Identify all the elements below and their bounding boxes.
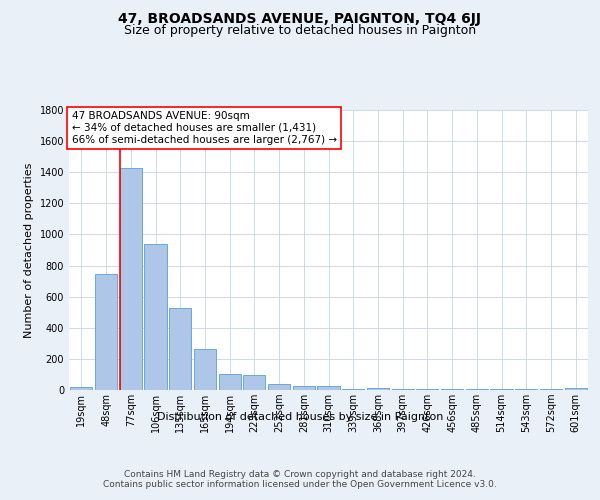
Bar — [169, 308, 191, 390]
Bar — [342, 389, 364, 390]
Text: 47, BROADSANDS AVENUE, PAIGNTON, TQ4 6JJ: 47, BROADSANDS AVENUE, PAIGNTON, TQ4 6JJ — [119, 12, 482, 26]
Bar — [119, 168, 142, 390]
Bar — [194, 349, 216, 390]
Bar — [515, 389, 538, 390]
Bar — [95, 274, 117, 390]
Bar — [466, 389, 488, 390]
Bar — [565, 388, 587, 390]
Bar — [367, 388, 389, 390]
Bar — [416, 389, 439, 390]
Bar — [540, 389, 562, 390]
Bar — [490, 389, 512, 390]
Text: Distribution of detached houses by size in Paignton: Distribution of detached houses by size … — [157, 412, 443, 422]
Text: 47 BROADSANDS AVENUE: 90sqm
← 34% of detached houses are smaller (1,431)
66% of : 47 BROADSANDS AVENUE: 90sqm ← 34% of det… — [71, 112, 337, 144]
Bar — [243, 375, 265, 390]
Bar — [268, 384, 290, 390]
Bar — [293, 386, 315, 390]
Y-axis label: Number of detached properties: Number of detached properties — [24, 162, 34, 338]
Bar — [392, 389, 414, 390]
Bar — [70, 386, 92, 390]
Bar — [145, 244, 167, 390]
Bar — [218, 374, 241, 390]
Text: Contains HM Land Registry data © Crown copyright and database right 2024.
Contai: Contains HM Land Registry data © Crown c… — [103, 470, 497, 490]
Bar — [317, 386, 340, 390]
Bar — [441, 389, 463, 390]
Text: Size of property relative to detached houses in Paignton: Size of property relative to detached ho… — [124, 24, 476, 37]
